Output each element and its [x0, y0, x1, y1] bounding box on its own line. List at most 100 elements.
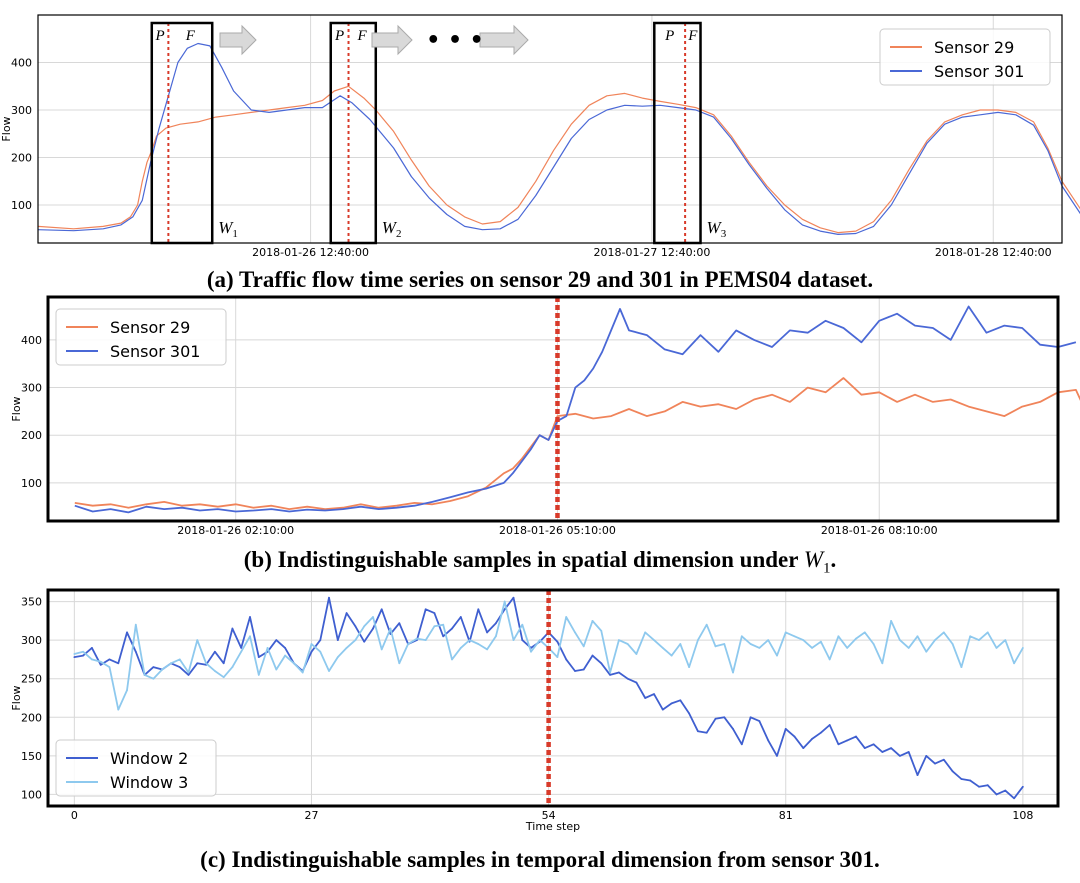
data-point	[398, 662, 401, 665]
data-point	[574, 631, 576, 634]
data-point	[635, 681, 638, 684]
window-label-sub: 2	[396, 228, 402, 240]
data-point	[117, 708, 120, 711]
data-point	[187, 671, 190, 674]
data-point	[512, 596, 515, 599]
x-tick-label: 27	[304, 809, 318, 822]
data-point	[784, 631, 787, 634]
data-point	[134, 623, 137, 626]
data-point	[249, 635, 251, 638]
data-point	[433, 612, 436, 615]
data-point	[503, 600, 506, 603]
data-point	[688, 712, 691, 715]
data-point	[872, 743, 875, 746]
data-point	[635, 653, 638, 655]
data-point	[740, 743, 743, 746]
data-point	[538, 639, 541, 642]
window-label-sub: 3	[721, 228, 727, 240]
data-point	[126, 689, 128, 692]
data-point	[793, 735, 796, 738]
y-axis-label: Flow	[10, 396, 23, 421]
data-point	[372, 627, 374, 630]
data-point	[846, 739, 849, 742]
data-point	[363, 640, 366, 643]
data-point	[767, 639, 770, 642]
data-point	[468, 639, 471, 642]
legend-label: Sensor 301	[110, 342, 200, 361]
data-point	[284, 654, 287, 657]
data-point	[424, 608, 427, 611]
data-point	[73, 656, 76, 659]
data-point	[486, 648, 489, 651]
data-point	[459, 646, 462, 649]
data-point	[459, 616, 462, 618]
data-point	[644, 697, 647, 699]
data-point	[170, 662, 172, 665]
data-point	[784, 727, 787, 730]
legend-box	[879, 28, 1051, 86]
caption-a: (a) Traffic flow time series on sensor 2…	[0, 267, 1080, 293]
data-point	[108, 658, 111, 661]
data-point	[495, 622, 497, 625]
plot-frame	[37, 14, 1063, 244]
window-label: W1	[218, 218, 238, 240]
data-point	[231, 666, 234, 669]
data-point	[758, 720, 761, 723]
past-label: P	[664, 28, 674, 44]
plot-frame	[46, 295, 1060, 523]
caption-a-text: (a) Traffic flow time series on sensor 2…	[206, 267, 874, 292]
data-point	[301, 671, 304, 674]
data-point	[249, 616, 251, 618]
data-point	[653, 693, 655, 696]
y-tick-label: 250	[21, 673, 42, 686]
x-tick-label: 2018-01-28 12:40:00	[935, 246, 1052, 259]
data-point	[767, 739, 770, 742]
y-tick-label: 400	[21, 334, 42, 347]
data-point	[916, 774, 919, 777]
data-point	[82, 650, 85, 653]
data-point	[688, 666, 691, 669]
data-point	[284, 646, 287, 649]
series-line-sensor301	[37, 42, 1080, 235]
data-point	[293, 662, 295, 665]
data-point	[108, 666, 111, 669]
data-point	[328, 670, 330, 672]
shift-arrow	[479, 24, 529, 56]
data-point	[152, 666, 155, 669]
data-point	[187, 673, 190, 676]
data-point	[819, 731, 822, 734]
data-point	[1004, 639, 1007, 642]
y-tick-label: 200	[21, 711, 42, 724]
data-point	[407, 643, 409, 645]
data-point	[310, 650, 313, 653]
window-label-sub: 1	[232, 228, 238, 240]
data-point	[899, 639, 901, 642]
data-point	[916, 635, 919, 638]
shift-arrow	[371, 24, 413, 56]
data-point	[670, 702, 673, 705]
data-point	[196, 639, 199, 642]
data-point	[73, 653, 76, 655]
data-point	[679, 643, 682, 645]
data-point	[451, 627, 453, 630]
data-point	[1021, 646, 1024, 649]
future-label: F	[357, 28, 368, 44]
data-point	[749, 716, 752, 719]
caption-b: (b) Indistinguishable samples in spatial…	[0, 547, 1080, 578]
data-point	[477, 608, 480, 611]
data-point	[134, 650, 137, 653]
legend-label: Sensor 29	[110, 318, 190, 337]
data-point	[661, 708, 664, 711]
data-point	[319, 639, 322, 642]
y-tick-label: 300	[21, 634, 42, 647]
data-point	[776, 754, 778, 757]
data-point	[415, 637, 418, 640]
data-point	[855, 637, 857, 640]
data-point	[222, 662, 225, 665]
data-point	[881, 662, 884, 665]
data-point	[890, 747, 893, 750]
data-point	[907, 646, 910, 649]
data-point	[345, 646, 348, 649]
data-point	[942, 631, 945, 634]
